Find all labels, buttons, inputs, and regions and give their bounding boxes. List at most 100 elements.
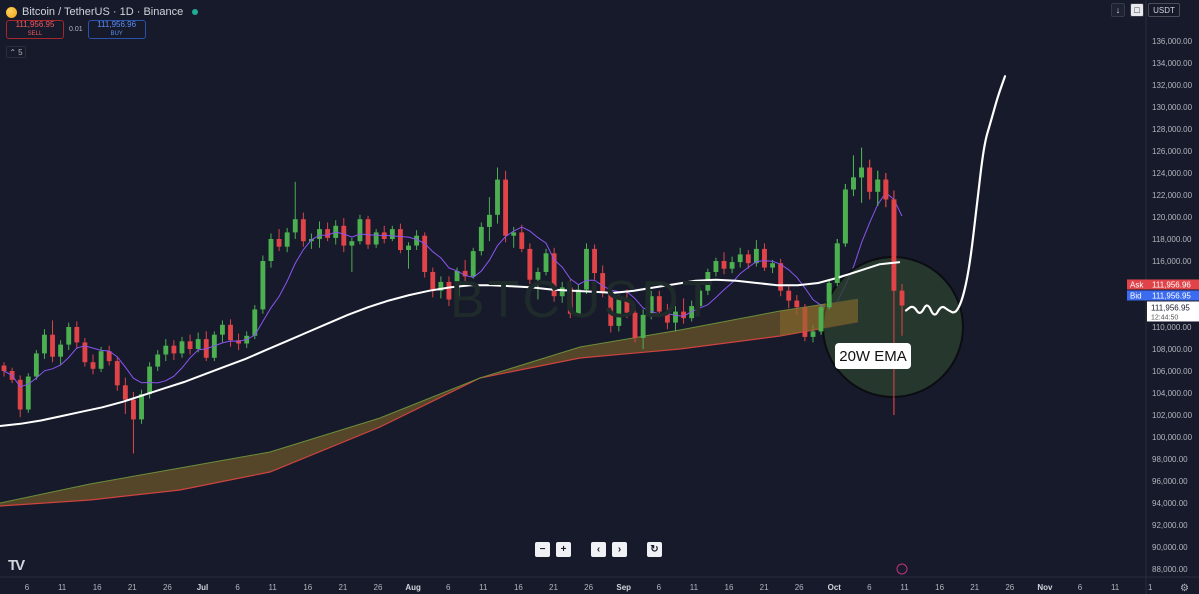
x-tick-label: 6 <box>1078 583 1083 592</box>
candle-body <box>883 179 889 200</box>
candle-body <box>90 362 96 369</box>
candle-body <box>486 214 492 227</box>
y-tick-label: 126,000.00 <box>1152 147 1193 156</box>
candle-body <box>762 248 767 268</box>
candle-body <box>575 289 581 314</box>
candle-body <box>292 219 298 233</box>
candle-body <box>842 189 848 244</box>
candle-body <box>50 334 55 357</box>
y-tick-label: 122,000.00 <box>1152 191 1193 200</box>
candle-body <box>899 290 905 306</box>
candle-body <box>114 361 120 386</box>
y-tick-label: 92,000.00 <box>1152 521 1188 530</box>
bitcoin-icon <box>6 6 17 18</box>
live-status-icon <box>192 9 199 15</box>
candle-body <box>317 229 322 239</box>
candle-body <box>42 334 47 354</box>
candle-body <box>446 281 452 300</box>
candle-body <box>519 232 525 249</box>
sell-price: 111,956.95 <box>15 20 55 29</box>
zoom-out-icon[interactable]: − <box>535 542 550 557</box>
candle-body <box>1 365 7 371</box>
candle-body <box>600 273 606 292</box>
ema-annotation-label: 20W EMA <box>835 343 911 369</box>
x-tick-label: Nov <box>1037 583 1053 592</box>
sell-button[interactable]: 111,956.95 SELL <box>6 20 64 39</box>
ema-band-upper-line <box>0 298 859 504</box>
symbol-title[interactable]: Bitcoin / TetherUS · 1D · Binance <box>22 6 184 18</box>
candle-body <box>535 272 541 280</box>
candle-body <box>592 248 598 274</box>
candle-body <box>284 232 290 247</box>
candle-body <box>187 341 193 349</box>
scroll-right-icon[interactable]: › <box>612 542 627 557</box>
download-icon[interactable]: ↓ <box>1111 3 1125 17</box>
tradingview-logo-icon[interactable]: TV <box>8 557 25 574</box>
candle-body <box>236 340 242 344</box>
y-tick-label: 108,000.00 <box>1152 345 1193 354</box>
candle-body <box>462 270 468 277</box>
x-tick-label: Oct <box>828 583 842 592</box>
currency-selector[interactable]: USDT <box>1148 3 1180 17</box>
indicators-toggle[interactable]: ⌃ 5 <box>6 46 26 58</box>
scroll-left-icon[interactable]: ‹ <box>591 542 606 557</box>
y-tick-label: 120,000.00 <box>1152 213 1193 222</box>
symbol-title-bar[interactable]: Bitcoin / TetherUS · 1D · Binance <box>6 4 199 20</box>
x-tick-label: Jul <box>197 583 209 592</box>
y-tick-label: 130,000.00 <box>1152 103 1193 112</box>
candle-body <box>826 283 832 308</box>
reset-icon[interactable]: ↻ <box>647 542 662 557</box>
x-tick-label: 21 <box>760 583 769 592</box>
candle-body <box>163 345 169 355</box>
short-ma-line <box>3 191 903 388</box>
candle-body <box>478 226 484 252</box>
candle-body <box>406 245 411 250</box>
candle-body <box>584 248 589 290</box>
candle-body <box>195 339 201 349</box>
y-tick-label: 94,000.00 <box>1152 499 1188 508</box>
fullscreen-icon[interactable]: □ <box>1130 3 1144 17</box>
candle-body <box>810 331 816 337</box>
ask-price-tag <box>1127 279 1199 290</box>
x-tick-label: 6 <box>446 583 451 592</box>
candle-body <box>66 327 72 345</box>
candle-body <box>139 394 144 420</box>
candle-body <box>770 263 775 268</box>
x-tick-label: 26 <box>795 583 804 592</box>
y-tick-label: 136,000.00 <box>1152 37 1193 46</box>
candle-body <box>58 344 64 357</box>
candle-body <box>357 219 363 242</box>
candle-body <box>33 353 39 377</box>
gear-icon[interactable]: ⚙ <box>1180 583 1189 594</box>
ask-price: 111,956.96 <box>1152 280 1191 289</box>
candle-body <box>495 179 500 215</box>
zoom-in-icon[interactable]: + <box>556 542 571 557</box>
candle-body <box>753 248 759 264</box>
x-tick-label: 26 <box>1005 583 1014 592</box>
buy-button[interactable]: 111,956.96 BUY <box>87 20 146 39</box>
candle-body <box>656 296 662 312</box>
sell-label: SELL <box>27 31 43 37</box>
x-tick-label: Aug <box>405 583 421 592</box>
candle-body <box>729 262 735 269</box>
zoom-controls: − + ‹ › ↻ <box>535 542 662 557</box>
candle-body <box>640 314 646 338</box>
order-quantity[interactable]: 0.01 <box>69 26 83 33</box>
x-tick-label: 26 <box>374 583 383 592</box>
buy-label: BUY <box>110 31 123 37</box>
candle-body <box>551 253 557 297</box>
candle-body <box>25 376 31 410</box>
candle-body <box>664 311 670 323</box>
chevron-up-icon: ⌃ <box>9 47 17 57</box>
ask-label: Ask <box>1130 280 1144 289</box>
x-tick-label: 16 <box>725 583 734 592</box>
candle-body <box>373 232 379 245</box>
x-tick-label: 6 <box>657 583 662 592</box>
x-tick-label: 21 <box>338 583 347 592</box>
candle-body <box>179 341 185 354</box>
y-tick-label: 104,000.00 <box>1152 389 1193 398</box>
indicator-count: 5 <box>18 47 23 57</box>
y-tick-label: 106,000.00 <box>1152 367 1193 376</box>
